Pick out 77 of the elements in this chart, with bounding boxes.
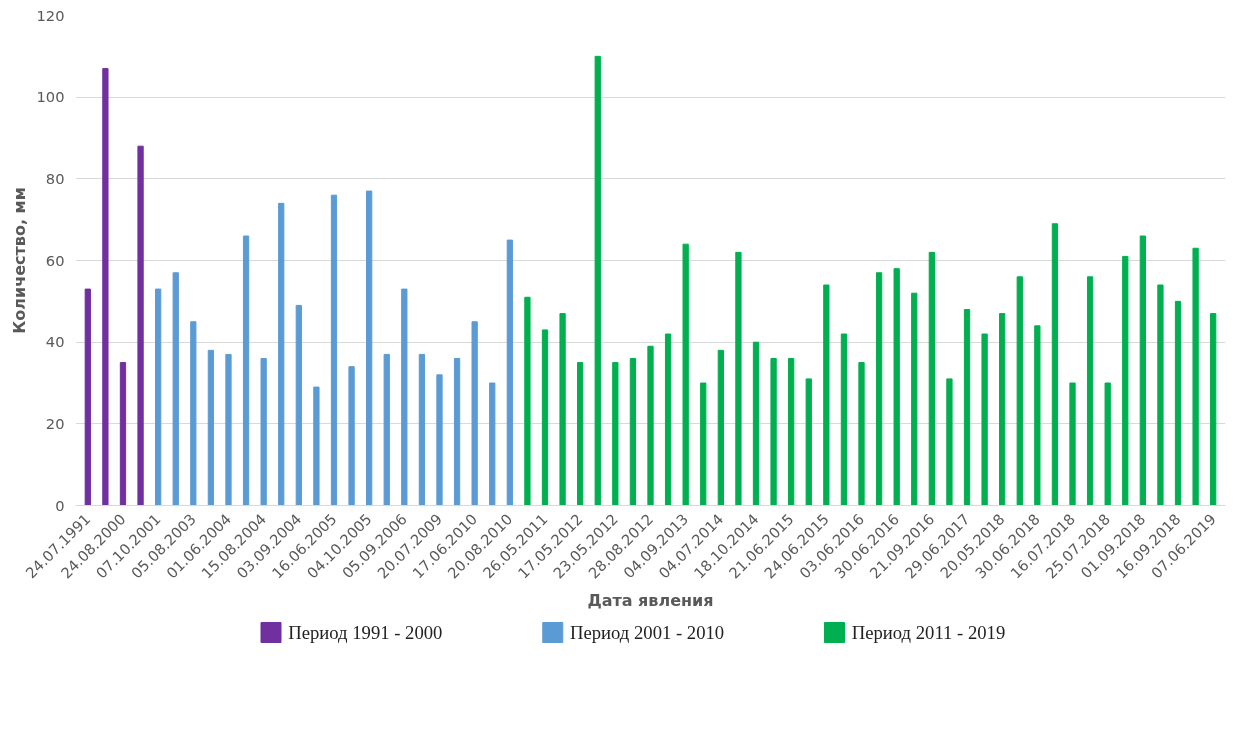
bar [102,68,109,506]
bar [1210,313,1217,506]
y-tick-label: 120 [36,6,65,24]
bar [383,353,390,506]
bar [418,353,426,506]
bar [928,251,935,506]
bar [577,362,584,506]
y-tick-label: 20 [45,414,65,432]
bar [225,353,232,506]
bar [366,190,373,506]
bar [1104,382,1111,506]
bar [1086,276,1094,506]
bar [207,349,215,506]
bar [401,288,408,506]
bar [717,349,724,506]
y-tick-label: 40 [45,333,65,351]
y-tick-label: 100 [36,88,65,106]
bar [858,362,865,506]
bar [805,378,812,506]
y-tick-label: 80 [45,169,65,187]
bar [752,341,760,506]
bar [260,358,267,506]
y-axis-title: Количество, мм [9,187,29,334]
bar [313,386,320,506]
bar [647,345,654,506]
bar [788,358,795,506]
bar [541,329,549,506]
bar [1174,300,1182,506]
bar [735,251,742,506]
bar [1051,223,1059,506]
bar [999,313,1006,506]
x-axis-title: Дата явления [587,590,714,610]
bar [629,358,637,506]
bar [823,284,830,506]
bar [1157,284,1164,506]
bar [875,272,883,506]
bar [981,333,988,506]
bar [612,362,619,506]
bar [190,321,197,506]
bar [119,362,127,506]
bar [963,309,971,506]
bar [840,333,848,506]
bar [295,304,302,506]
bar [700,382,707,506]
bar [489,382,496,506]
bar [1139,235,1146,506]
bar [137,145,144,506]
bar [155,288,162,506]
bar [278,202,285,506]
legend-label: Период 2011 - 2019 [851,622,1006,643]
bar [594,55,601,506]
bar [1034,325,1041,506]
bar [471,321,478,506]
bar [348,366,355,506]
legend-label: Период 2001 - 2010 [570,622,725,643]
bar [1069,382,1076,506]
bar [242,235,250,506]
bar [946,378,953,506]
y-tick-label: 60 [45,251,65,269]
bar [453,358,461,506]
y-tick-label: 0 [55,496,65,514]
bar [893,268,900,506]
bar [1016,276,1023,506]
bar [911,292,918,506]
bar [506,239,513,506]
bar [1192,247,1199,506]
bar [436,374,443,506]
bar [559,313,566,506]
legend-label: Период 1991 - 2000 [288,622,443,643]
bar [172,272,179,506]
bar [524,296,531,506]
bar [84,288,91,506]
bar [682,243,689,506]
bar [664,333,672,506]
bar [770,358,777,506]
bar [1122,255,1129,506]
bar [330,194,338,506]
